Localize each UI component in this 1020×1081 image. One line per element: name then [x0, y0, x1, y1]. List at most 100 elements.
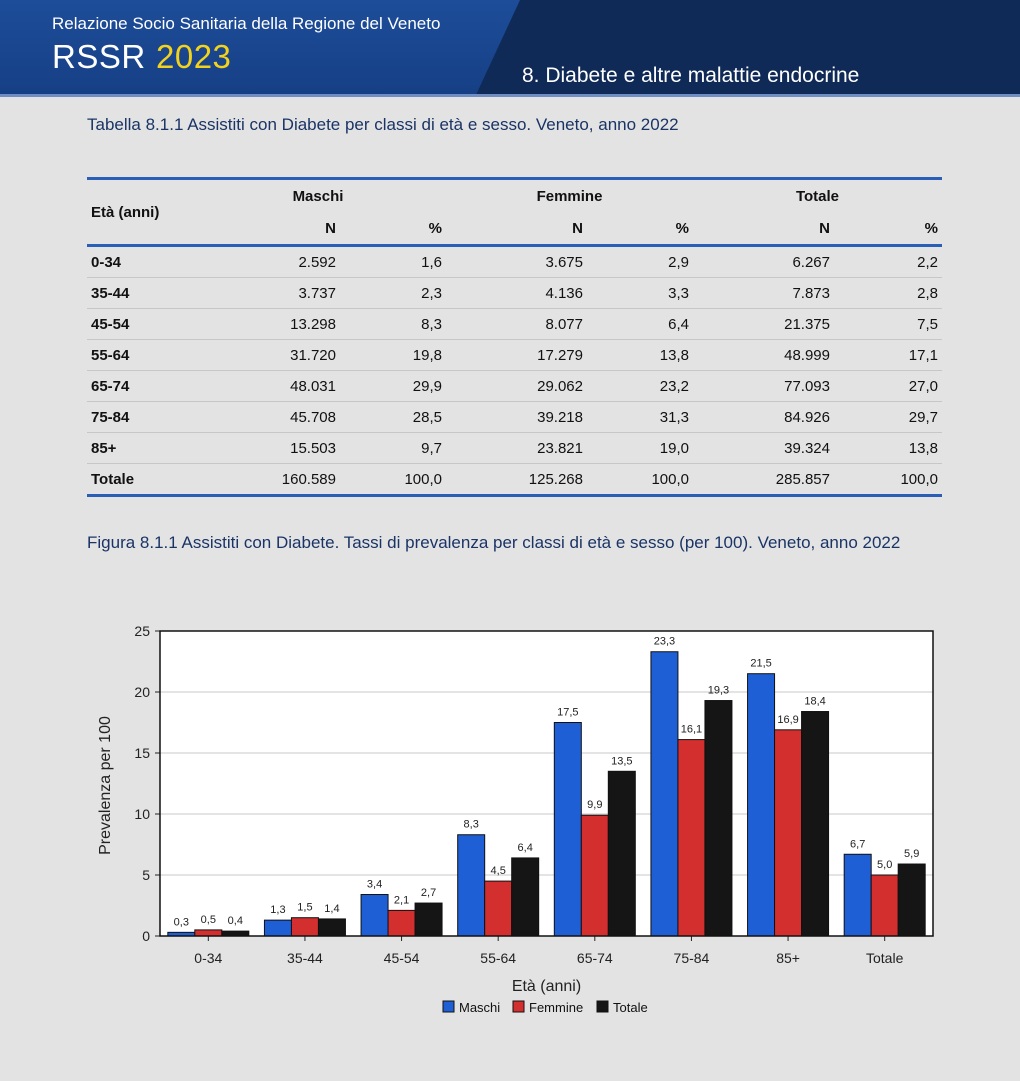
x-tick-label: 0-34	[194, 950, 222, 966]
y-tick-label: 15	[134, 745, 150, 761]
y-tick-label: 5	[142, 867, 150, 883]
table-column-header: %	[834, 212, 942, 247]
data-label: 1,4	[324, 903, 339, 915]
table-cell: 6.267	[693, 245, 834, 278]
table-cell: 2,3	[340, 277, 446, 309]
table-cell: 19,0	[587, 432, 693, 464]
bar-totale	[897, 863, 926, 937]
table-cell: 8.077	[446, 308, 587, 340]
data-label: 5,0	[877, 859, 892, 871]
y-axis-title: Prevalenza per 100	[97, 716, 114, 855]
table-cell: 125.268	[446, 463, 587, 497]
table-row: 55-64 31.720 19,8 17.279 13,8 48.999 17,1	[87, 339, 942, 371]
x-tick-label: 35-44	[287, 950, 323, 966]
figure-caption: Figura 8.1.1 Assistiti con Diabete. Tass…	[87, 533, 901, 552]
table-row-label: 75-84	[87, 401, 190, 433]
table-row: 35-44 3.737 2,3 4.136 3,3 7.873 2,8	[87, 277, 942, 309]
data-label: 21,5	[750, 658, 771, 670]
data-label: 6,7	[850, 838, 865, 850]
table-cell: 2,9	[587, 245, 693, 278]
data-label: 5,9	[904, 848, 919, 860]
bar-maschi	[263, 919, 292, 937]
data-label: 2,7	[421, 887, 436, 899]
table-row-header: Età (anni)	[87, 178, 190, 247]
table-cell: 9,7	[340, 432, 446, 464]
data-label: 9,9	[587, 799, 602, 811]
data-label: 1,3	[270, 904, 285, 916]
y-tick-label: 25	[134, 623, 150, 639]
bar-femmine	[194, 929, 223, 937]
data-label: 3,4	[367, 879, 382, 891]
bar-totale	[704, 700, 733, 937]
legend-label: Femmine	[529, 1000, 583, 1015]
header-banner: Relazione Socio Sanitaria della Regione …	[0, 0, 1020, 97]
data-label: 13,5	[611, 755, 632, 767]
bar-totale	[221, 930, 250, 937]
table-column-header: N	[693, 212, 834, 247]
table-cell: 100,0	[587, 463, 693, 497]
table-cell: 2.592	[190, 245, 340, 278]
table-cell: 45.708	[190, 401, 340, 433]
table-cell: 8,3	[340, 308, 446, 340]
table-cell: 17.279	[446, 339, 587, 371]
table-cell: 100,0	[834, 463, 942, 497]
banner-divider	[0, 94, 1020, 97]
table-row-label: Totale	[87, 463, 190, 497]
table-row: 45-54 13.298 8,3 8.077 6,4 21.375 7,5	[87, 308, 942, 340]
table-cell: 100,0	[340, 463, 446, 497]
table-cell: 7.873	[693, 277, 834, 309]
bar-femmine	[484, 880, 513, 937]
bar-femmine	[580, 814, 609, 937]
table-column-header: %	[340, 212, 446, 247]
legend-label: Totale	[613, 1000, 648, 1015]
table-cell: 1,6	[340, 245, 446, 278]
table-row-label: 45-54	[87, 308, 190, 340]
bar-femmine	[677, 739, 706, 937]
table-row-label: 85+	[87, 432, 190, 464]
table-row: Totale 160.589 100,0 125.268 100,0 285.857 100…	[87, 463, 942, 497]
table-cell: 31.720	[190, 339, 340, 371]
data-label: 2,1	[394, 894, 409, 906]
bar-femmine	[290, 917, 319, 937]
table-cell: 48.031	[190, 370, 340, 402]
data-label: 0,3	[174, 916, 189, 928]
table-cell: 7,5	[834, 308, 942, 340]
legend-label: Maschi	[459, 1000, 500, 1015]
x-axis-title: Età (anni)	[512, 978, 581, 995]
table-cell: 6,4	[587, 308, 693, 340]
data-label: 0,5	[201, 914, 216, 926]
data-label: 17,5	[557, 707, 578, 719]
legend-swatch	[442, 1000, 455, 1013]
legend-swatch	[512, 1000, 525, 1013]
y-tick-label: 20	[134, 684, 150, 700]
table-cell: 15.503	[190, 432, 340, 464]
bar-maschi	[553, 722, 582, 937]
table-cell: 23,2	[587, 370, 693, 402]
table-column-header: N	[446, 212, 587, 247]
table-cell: 39.324	[693, 432, 834, 464]
report-year: 2023	[156, 38, 232, 75]
report-subtitle: Relazione Socio Sanitaria della Regione …	[52, 14, 441, 33]
bar-totale	[414, 902, 443, 937]
bar-femmine	[774, 729, 803, 937]
table-group-header: Femmine	[536, 187, 603, 205]
plot-area	[160, 631, 933, 936]
data-label: 16,9	[777, 714, 798, 726]
y-tick-label: 0	[142, 928, 150, 944]
table-cell: 160.589	[190, 463, 340, 497]
table-cell: 28,5	[340, 401, 446, 433]
bar-maschi	[360, 894, 389, 937]
plot-frame	[159, 630, 934, 937]
table-cell: 3.675	[446, 245, 587, 278]
chapter-title: 8. Diabete e altre malattie endocrine	[522, 64, 860, 87]
table-cell: 19,8	[340, 339, 446, 371]
table-cell: 84.926	[693, 401, 834, 433]
table-cell: 77.093	[693, 370, 834, 402]
bar-maschi	[457, 834, 486, 937]
table-cell: 2,8	[834, 277, 942, 309]
data-label: 18,4	[804, 696, 825, 708]
table-cell: 21.375	[693, 308, 834, 340]
table-cell: 285.857	[693, 463, 834, 497]
table-cell: 29.062	[446, 370, 587, 402]
data-label: 6,4	[518, 842, 533, 854]
